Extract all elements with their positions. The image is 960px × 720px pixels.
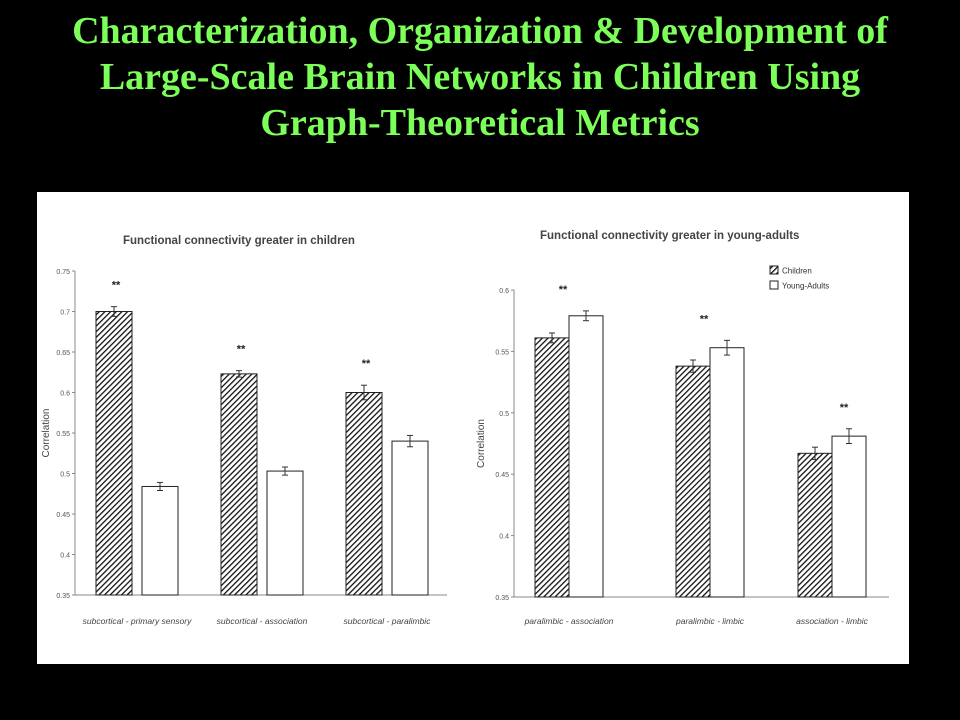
category-label: subcortical - primary sensory xyxy=(83,616,192,626)
bar xyxy=(797,452,833,598)
significance-marker: ** xyxy=(700,313,709,325)
slide-title: Characterization, Organization & Develop… xyxy=(0,8,960,146)
category-label: paralimbic - association xyxy=(524,616,614,626)
bar xyxy=(141,485,179,596)
legend-label: Young-Adults xyxy=(782,282,829,291)
bar xyxy=(568,315,604,598)
y-tick-label: 0.55 xyxy=(56,431,70,438)
y-tick-label: 0.7 xyxy=(60,310,70,317)
y-tick-label: 0.5 xyxy=(60,472,70,479)
legend-swatch xyxy=(769,265,779,275)
title-line-1: Characterization, Organization & Develop… xyxy=(72,10,888,52)
y-tick-label: 0.65 xyxy=(56,350,70,357)
category-label: subcortical - paralimbic xyxy=(344,616,432,626)
significance-marker: ** xyxy=(112,280,121,292)
bar-charts: Functional connectivity greater in child… xyxy=(41,230,889,626)
chart-title: Functional connectivity greater in child… xyxy=(123,235,355,247)
bar xyxy=(831,435,867,598)
bar xyxy=(534,337,570,598)
bar xyxy=(345,392,383,596)
y-tick-label: 0.35 xyxy=(56,593,70,600)
chart-title: Functional connectivity greater in young… xyxy=(540,230,799,242)
bar xyxy=(709,347,745,598)
bar xyxy=(266,470,304,596)
y-tick-label: 0.55 xyxy=(495,349,509,356)
significance-marker: ** xyxy=(840,402,849,414)
significance-marker: ** xyxy=(362,358,371,370)
y-tick-label: 0.6 xyxy=(60,391,70,398)
y-axis-label: Correlation xyxy=(476,419,487,468)
y-tick-label: 0.45 xyxy=(56,512,70,519)
y-tick-label: 0.75 xyxy=(56,269,70,276)
y-tick-label: 0.5 xyxy=(499,411,509,418)
legend-label: Children xyxy=(782,267,812,276)
bar xyxy=(220,373,258,596)
legend-swatch xyxy=(769,280,779,290)
bar xyxy=(391,440,429,596)
y-tick-label: 0.35 xyxy=(495,595,509,602)
y-axis-label: Correlation xyxy=(41,409,52,458)
significance-marker: ** xyxy=(559,284,568,296)
y-tick-label: 0.6 xyxy=(499,288,509,295)
y-tick-label: 0.4 xyxy=(60,553,70,560)
title-line-3: Graph-Theoretical Metrics xyxy=(260,102,700,144)
figure-panel: Functional connectivity greater in child… xyxy=(37,192,909,664)
category-label: association - limbic xyxy=(796,616,869,626)
category-label: subcortical - association xyxy=(217,616,308,626)
title-line-2: Large-Scale Brain Networks in Children U… xyxy=(99,56,861,98)
bar xyxy=(95,311,133,596)
bar xyxy=(675,365,711,598)
significance-marker: ** xyxy=(237,344,246,356)
y-tick-label: 0.45 xyxy=(495,472,509,479)
y-tick-label: 0.4 xyxy=(499,534,509,541)
category-label: paralimbic - limbic xyxy=(675,616,745,626)
